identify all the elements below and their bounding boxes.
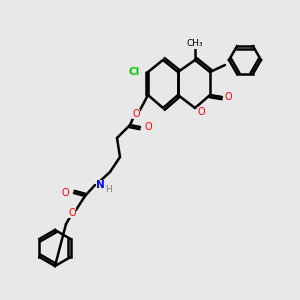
Text: CH₃: CH₃ bbox=[187, 40, 203, 49]
Text: H: H bbox=[105, 185, 111, 194]
Text: O: O bbox=[144, 122, 152, 132]
Text: O: O bbox=[224, 92, 232, 102]
Text: Cl: Cl bbox=[128, 67, 140, 77]
Text: N: N bbox=[96, 180, 104, 190]
Text: O: O bbox=[61, 188, 69, 198]
Text: O: O bbox=[132, 109, 140, 119]
Text: O: O bbox=[68, 208, 76, 218]
Text: O: O bbox=[197, 107, 205, 117]
